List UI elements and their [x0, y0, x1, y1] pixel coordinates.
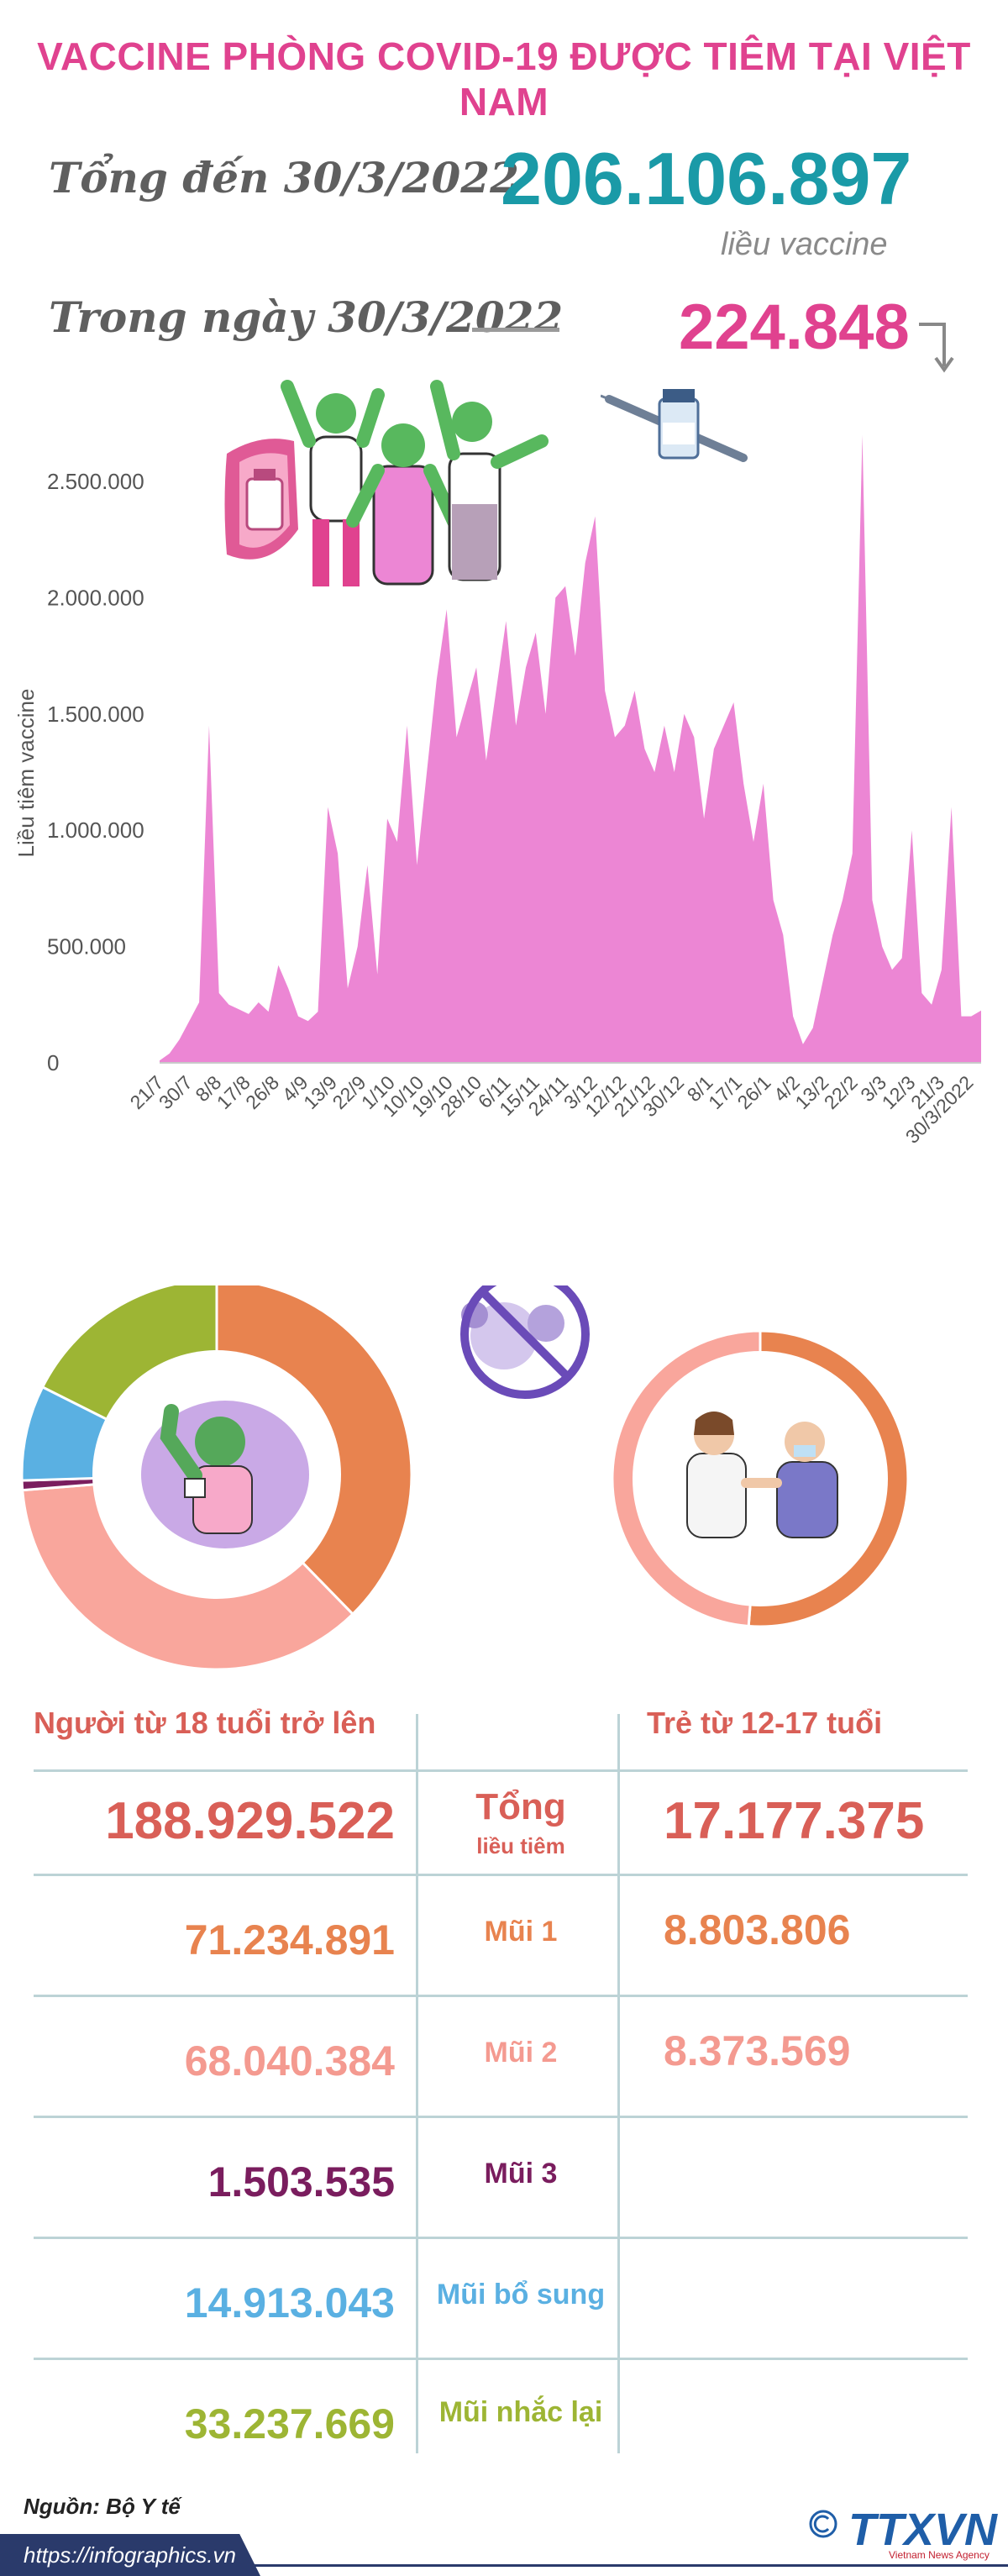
total-label: Tổng đến 30/3/2022: [49, 153, 519, 202]
row-total-adults: 188.929.522: [105, 1792, 395, 1850]
y-axis-label: Liều tiêm vaccine: [13, 689, 39, 858]
row-dose1-label: Mũi 1: [484, 1916, 558, 1948]
row-total-teens: 17.177.375: [664, 1792, 925, 1850]
table-divider-right: [617, 1714, 620, 2453]
virus-prohibited-icon: [460, 1285, 590, 1399]
y-tick-label: 500.000: [47, 934, 126, 959]
row-additional-label: Mũi bổ sung: [436, 2279, 606, 2311]
cheering-people-illustration: [224, 380, 549, 586]
table-line: [34, 2237, 968, 2239]
row-booster-adults: 33.237.669: [184, 2400, 395, 2447]
arrow-down-icon: [919, 323, 954, 373]
x-tick-label: 30/7: [155, 1071, 197, 1113]
vaccination-chart: Liều tiêm vaccine 0 500.000 1.000.000 1.500…: [13, 434, 981, 1148]
y-tick-label: 2.500.000: [47, 469, 144, 494]
total-value: 206.106.897: [501, 137, 912, 220]
footer-line: [252, 2564, 1008, 2567]
row-total-label: Tổng: [475, 1786, 566, 1827]
flexing-person-illustration: [141, 1401, 309, 1548]
table-line: [34, 2358, 968, 2360]
day-divider: [472, 328, 559, 332]
table-header-teens: Trẻ từ 12-17 tuổi: [647, 1706, 883, 1740]
vaccine-vial-icon: [601, 389, 748, 462]
ttxvn-logo-sub: Vietnam News Agency: [889, 2549, 990, 2561]
table-header-adults: Người từ 18 tuổi trở lên: [34, 1706, 376, 1740]
footer-url[interactable]: https://infographics.vn: [24, 2542, 236, 2568]
source-note: Nguồn: Bộ Y tế: [24, 2494, 181, 2519]
y-tick-label: 1.000.000: [47, 817, 144, 843]
row-dose1-teens: 8.803.806: [664, 1906, 851, 1953]
page-title: VACCINE PHÒNG COVID-19 ĐƯỢC TIÊM TẠI VIỆ…: [37, 34, 971, 124]
row-dose1-adults: 71.234.891: [184, 1916, 395, 1964]
doctor-patient-illustration: [686, 1412, 838, 1538]
copyright-icon: [809, 2510, 837, 2538]
row-dose2-adults: 68.040.384: [184, 2037, 395, 2084]
day-value: 224.848: [679, 292, 910, 363]
y-tick-label: 0: [47, 1050, 59, 1075]
table-line: [34, 1995, 968, 1997]
row-total-sublabel: liều tiêm: [476, 1833, 565, 1858]
footer-bar: [0, 2534, 260, 2576]
row-booster-label: Mũi nhắc lại: [438, 2396, 603, 2428]
x-tick-label: 26/1: [732, 1071, 774, 1113]
x-axis-ticks: 21/730/78/817/826/84/913/922/91/1010/101…: [125, 1071, 977, 1148]
table-line: [34, 1769, 968, 1772]
area-series: [160, 434, 981, 1063]
table-line: [34, 1874, 968, 1876]
donut-charts: [20, 1285, 910, 1671]
y-axis-ticks: 0 500.000 1.000.000 1.500.000 2.000.000 2.500…: [47, 469, 144, 1075]
row-additional-adults: 14.913.043: [184, 2279, 395, 2326]
table-divider-left: [416, 1714, 418, 2453]
day-label: Trong ngày 30/3/2022: [49, 292, 564, 342]
row-dose2-teens: 8.373.569: [664, 2027, 851, 2074]
row-dose2-label: Mũi 2: [484, 2037, 558, 2069]
x-tick-label: 22/2: [820, 1071, 862, 1113]
total-unit: liều vaccine: [721, 227, 888, 262]
y-tick-label: 1.500.000: [47, 702, 144, 727]
table-line: [34, 2116, 968, 2118]
ttxvn-logo: TTXVN: [848, 2505, 998, 2555]
row-dose3-adults: 1.503.535: [207, 2158, 395, 2205]
x-tick-label: 26/8: [241, 1071, 283, 1113]
row-dose3-label: Mũi 3: [484, 2158, 558, 2190]
y-tick-label: 2.000.000: [47, 585, 144, 610]
